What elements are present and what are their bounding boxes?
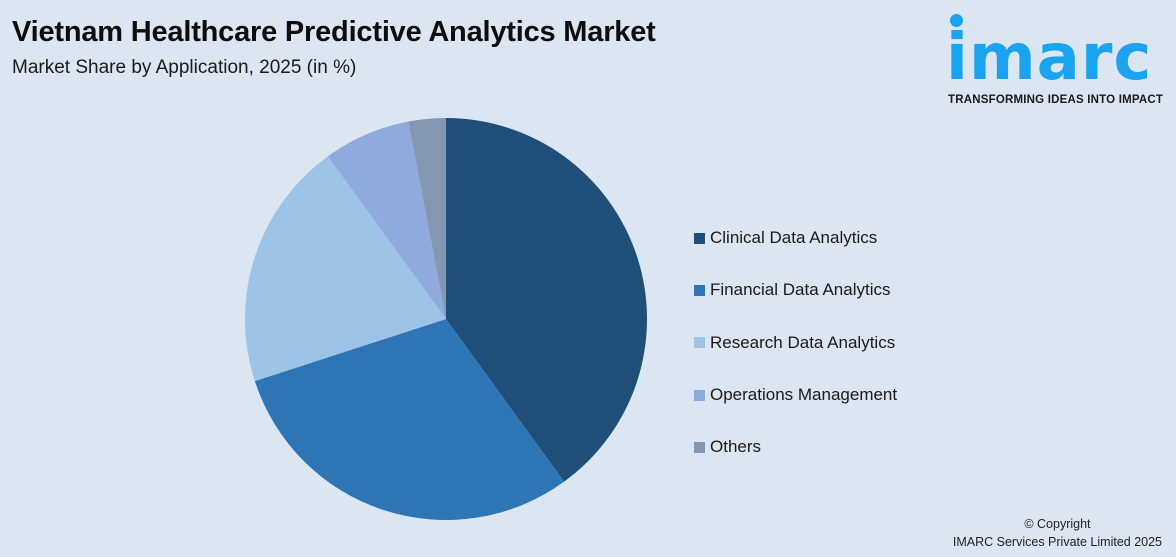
legend-label: Financial Data Analytics [710, 280, 891, 300]
legend: Clinical Data Analytics Financial Data A… [694, 212, 897, 473]
legend-swatch-icon [694, 232, 705, 244]
legend-swatch-icon [694, 441, 705, 453]
legend-swatch-icon [694, 337, 705, 349]
legend-item-others: Others [694, 421, 897, 473]
pie-slice-clinical-data-analytics [446, 118, 647, 482]
chart-subtitle: Market Share by Application, 2025 (in %) [12, 57, 357, 78]
pie-slice-operations-management [327, 121, 446, 319]
logo-dot-icon [950, 14, 963, 27]
legend-item-financial: Financial Data Analytics [694, 264, 897, 316]
legend-item-research: Research Data Analytics [694, 317, 897, 369]
legend-label: Research Data Analytics [710, 332, 896, 352]
legend-item-operations: Operations Management [694, 369, 897, 421]
legend-label: Operations Management [710, 385, 898, 405]
pie-slice-financial-data-analytics [254, 319, 565, 520]
legend-item-clinical: Clinical Data Analytics [694, 212, 897, 264]
legend-swatch-icon [694, 389, 705, 401]
chart-title: Vietnam Healthcare Predictive Analytics … [12, 16, 656, 48]
pie-slice-others [408, 118, 446, 319]
logo-wordmark: imarc [946, 21, 1153, 95]
copyright: © Copyright IMARC Services Private Limit… [953, 515, 1162, 551]
legend-label: Others [710, 437, 762, 457]
copyright-line-2: IMARC Services Private Limited 2025 [952, 535, 1162, 549]
copyright-line-1: © Copyright [1024, 517, 1091, 531]
imarc-logo: imarc TRANSFORMING IDEAS INTO IMPACT [946, 12, 1171, 112]
legend-label: Clinical Data Analytics [710, 228, 878, 248]
legend-swatch-icon [694, 284, 705, 296]
logo-tagline: TRANSFORMING IDEAS INTO IMPACT [948, 94, 1164, 106]
pie-slice-research-data-analytics [245, 156, 446, 382]
pie-chart [245, 118, 647, 520]
